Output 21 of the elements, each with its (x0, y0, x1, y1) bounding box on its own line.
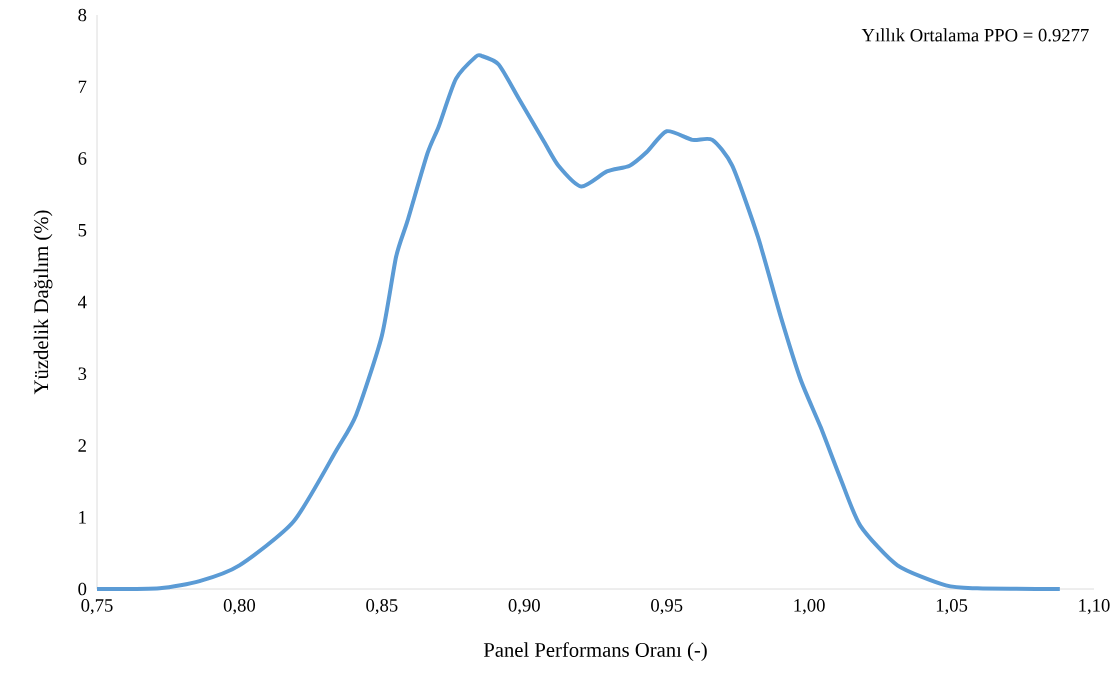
y-tick-label: 4 (77, 295, 87, 309)
y-tick-label: 2 (78, 439, 86, 452)
y-tick-label: 7 (78, 80, 87, 93)
y-tick-label: 1 (79, 511, 86, 524)
y-tick-label: 3 (78, 367, 87, 381)
y-tick-label: 5 (78, 224, 87, 237)
annotation: Yıllık Ortalama PPO = 0.9277 (861, 28, 1089, 42)
x-tick-label: 0,90 (508, 599, 540, 615)
y-tick-label: 6 (78, 152, 87, 165)
y-axis-title: Yüzdelik Dağılım (%) (33, 210, 53, 395)
y-tick-label: 0 (78, 582, 87, 596)
line-series (95, 53, 1062, 591)
x-tick-label: 0,95 (651, 599, 683, 615)
y-tick-label: 8 (78, 8, 87, 22)
x-tick-label: 1,10 (1079, 599, 1110, 615)
x-tick-label: 1,05 (936, 599, 968, 615)
x-tick-label: 0,80 (223, 599, 256, 615)
x-tick-label: 0,85 (366, 599, 398, 615)
x-tick-label: 0,75 (81, 599, 113, 615)
x-axis-title: Panel Performans Oranı (-) (483, 642, 707, 662)
x-tick-label: 1,00 (794, 599, 825, 615)
